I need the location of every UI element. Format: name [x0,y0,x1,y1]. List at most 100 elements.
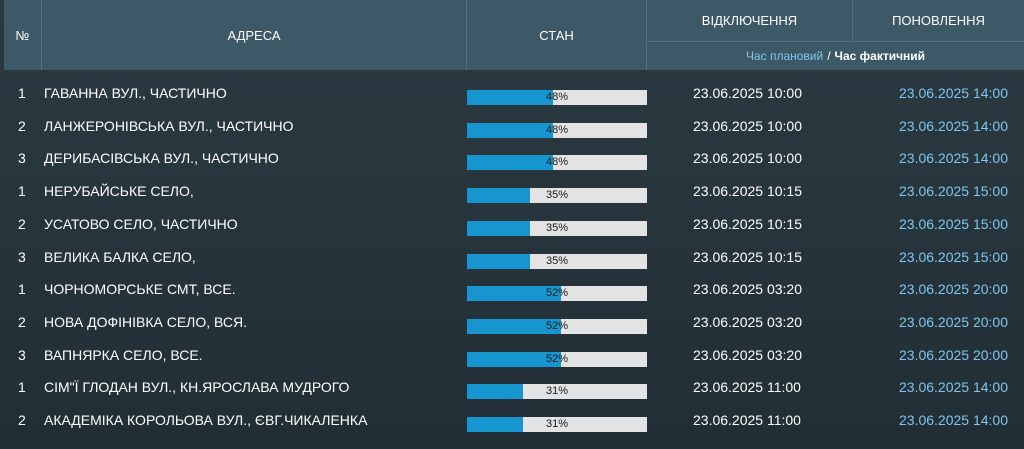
row-off-time: 23.06.2025 11:00 [693,412,801,428]
progress-bar: 31% [467,417,647,432]
table-row: 3 ДЕРИБАСІВСЬКА ВУЛ., ЧАСТИЧНО 48% 23.06.20… [0,142,1024,175]
progress-label: 35% [545,221,569,234]
header-time-legend: Час плановий / Час фактичний [647,42,1024,70]
row-update-time: 23.06.2025 20:00 [899,346,1008,363]
row-address: ЛАНЖЕРОНІВСЬКА ВУЛ., ЧАСТИЧНО [44,117,294,134]
progress-fill [467,122,554,138]
row-update-time: 23.06.2025 15:00 [899,183,1008,200]
progress-fill [467,90,554,105]
progress-bar: 52% [467,286,647,302]
row-address: НОВА ДОФІНІВКА СЕЛО, ВСЯ. [44,313,248,330]
row-number: 3 [18,346,26,363]
row-off-time: 23.06.2025 10:00 [693,117,802,134]
row-address: НЕРУБАЙСЬКЕ СЕЛО, [44,183,194,200]
legend-planned: Час плановий [745,49,824,63]
row-update-time: 23.06.2025 20:00 [899,313,1008,330]
row-number: 1 [18,85,26,101]
row-address: ВЕЛИКА БАЛКА СЕЛО, [44,248,196,265]
progress-bar: 48% [467,155,647,171]
progress-fill [467,417,523,432]
row-off-time: 23.06.2025 11:00 [693,379,801,396]
header-address: АДРЕСА [42,0,467,70]
row-update-time: 23.06.2025 14:00 [899,412,1008,428]
progress-label: 31% [545,418,569,430]
table-row: 1 СІМ"Ї ГЛОДАН ВУЛ., КН.ЯРОСЛАВА МУДРОГО 3… [0,371,1024,404]
row-off-time: 23.06.2025 03:20 [693,313,802,330]
progress-bar: 52% [467,318,647,334]
progress-label: 52% [545,287,569,300]
progress-bar: 35% [467,220,647,236]
table-row: 2 УСАТОВО СЕЛО, ЧАСТИЧНО 35% 23.06.2025 10:… [0,208,1024,241]
row-update-time: 23.06.2025 14:00 [899,379,1008,396]
row-number: 1 [18,183,26,200]
progress-fill [467,286,561,302]
progress-fill [467,188,530,204]
row-update-time: 23.06.2025 14:00 [899,85,1008,101]
row-number: 2 [18,412,26,428]
row-address: СІМ"Ї ГЛОДАН ВУЛ., КН.ЯРОСЛАВА МУДРОГО [44,379,350,396]
row-off-time: 23.06.2025 10:15 [693,248,802,265]
table-row: 2 ЛАНЖЕРОНІВСЬКА ВУЛ., ЧАСТИЧНО 48% 23.06.2… [0,110,1024,143]
legend-actual: Час фактичний [834,49,926,63]
row-number: 2 [18,313,26,330]
row-update-time: 23.06.2025 15:00 [899,215,1008,232]
row-number: 1 [18,281,26,298]
progress-bar: 52% [467,351,647,367]
row-off-time: 23.06.2025 10:00 [693,150,802,167]
row-number: 2 [18,215,26,232]
legend-separator: / [827,49,831,63]
header-state: СТАН [467,0,647,70]
row-off-time: 23.06.2025 10:15 [693,183,802,200]
row-off-time: 23.06.2025 10:00 [693,85,802,101]
row-number: 1 [18,379,26,396]
row-number: 2 [18,117,26,134]
progress-label: 48% [545,123,569,136]
row-address: АКАДЕМІКА КОРОЛЬОВА ВУЛ., ЄВГ.ЧИКАЛЕНКА [44,412,368,428]
row-update-time: 23.06.2025 15:00 [899,248,1008,265]
row-off-time: 23.06.2025 10:15 [693,215,802,232]
progress-fill [467,220,530,236]
progress-label: 35% [545,189,569,202]
progress-label: 52% [545,319,569,332]
header-off: ВІДКЛЮЧЕННЯ [647,0,853,42]
progress-label: 35% [545,254,569,267]
progress-bar: 31% [467,384,647,400]
progress-label: 52% [545,352,569,365]
progress-bar: 48% [467,122,647,138]
row-off-time: 23.06.2025 03:20 [693,346,802,363]
row-address: УСАТОВО СЕЛО, ЧАСТИЧНО [44,215,238,232]
progress-fill [467,253,530,269]
progress-fill [467,351,561,367]
header-time-group: ВІДКЛЮЧЕННЯ ПОНОВЛЕННЯ Час плановий / Ча… [647,0,1024,70]
table-row: 1 ЧОРНОМОРСЬКЕ СМТ, ВСЕ. 52% 23.06.2025 03:… [0,273,1024,306]
table-row: 1 ГАВАННА ВУЛ., ЧАСТИЧНО 48% 23.06.2025 10:… [0,77,1024,110]
row-update-time: 23.06.2025 14:00 [899,150,1008,167]
table-row: 3 ВАПНЯРКА СЕЛО, ВСЕ. 52% 23.06.2025 03:20 2… [0,339,1024,372]
header-update: ПОНОВЛЕННЯ [853,0,1024,42]
progress-label: 31% [545,385,569,398]
table-row: 2 НОВА ДОФІНІВКА СЕЛО, ВСЯ. 52% 23.06.2025 … [0,306,1024,339]
row-address: ДЕРИБАСІВСЬКА ВУЛ., ЧАСТИЧНО [44,150,279,167]
row-address: ВАПНЯРКА СЕЛО, ВСЕ. [44,346,203,363]
progress-fill [467,318,561,334]
progress-fill [467,155,554,171]
progress-bar: 35% [467,253,647,269]
table-row: 1 НЕРУБАЙСЬКЕ СЕЛО, 35% 23.06.2025 10:15 23.… [0,175,1024,208]
progress-bar: 35% [467,188,647,204]
progress-label: 48% [545,156,569,169]
row-off-time: 23.06.2025 03:20 [693,281,802,298]
table-header: № АДРЕСА СТАН ВІДКЛЮЧЕННЯ ПОНОВЛЕННЯ Час… [0,0,1024,70]
row-update-time: 23.06.2025 20:00 [899,281,1008,298]
table-row: 2 АКАДЕМІКА КОРОЛЬОВА ВУЛ., ЄВГ.ЧИКАЛЕНКА… [0,404,1024,437]
progress-bar: 48% [467,90,647,105]
row-address: ГАВАННА ВУЛ., ЧАСТИЧНО [44,85,227,101]
row-number: 3 [18,248,26,265]
table-row: 3 ВЕЛИКА БАЛКА СЕЛО, 35% 23.06.2025 10:15 23… [0,241,1024,274]
header-number: № [4,0,42,70]
row-update-time: 23.06.2025 14:00 [899,117,1008,134]
row-address: ЧОРНОМОРСЬКЕ СМТ, ВСЕ. [44,281,236,298]
row-number: 3 [18,150,26,167]
progress-fill [467,384,523,400]
progress-label: 48% [545,91,569,103]
